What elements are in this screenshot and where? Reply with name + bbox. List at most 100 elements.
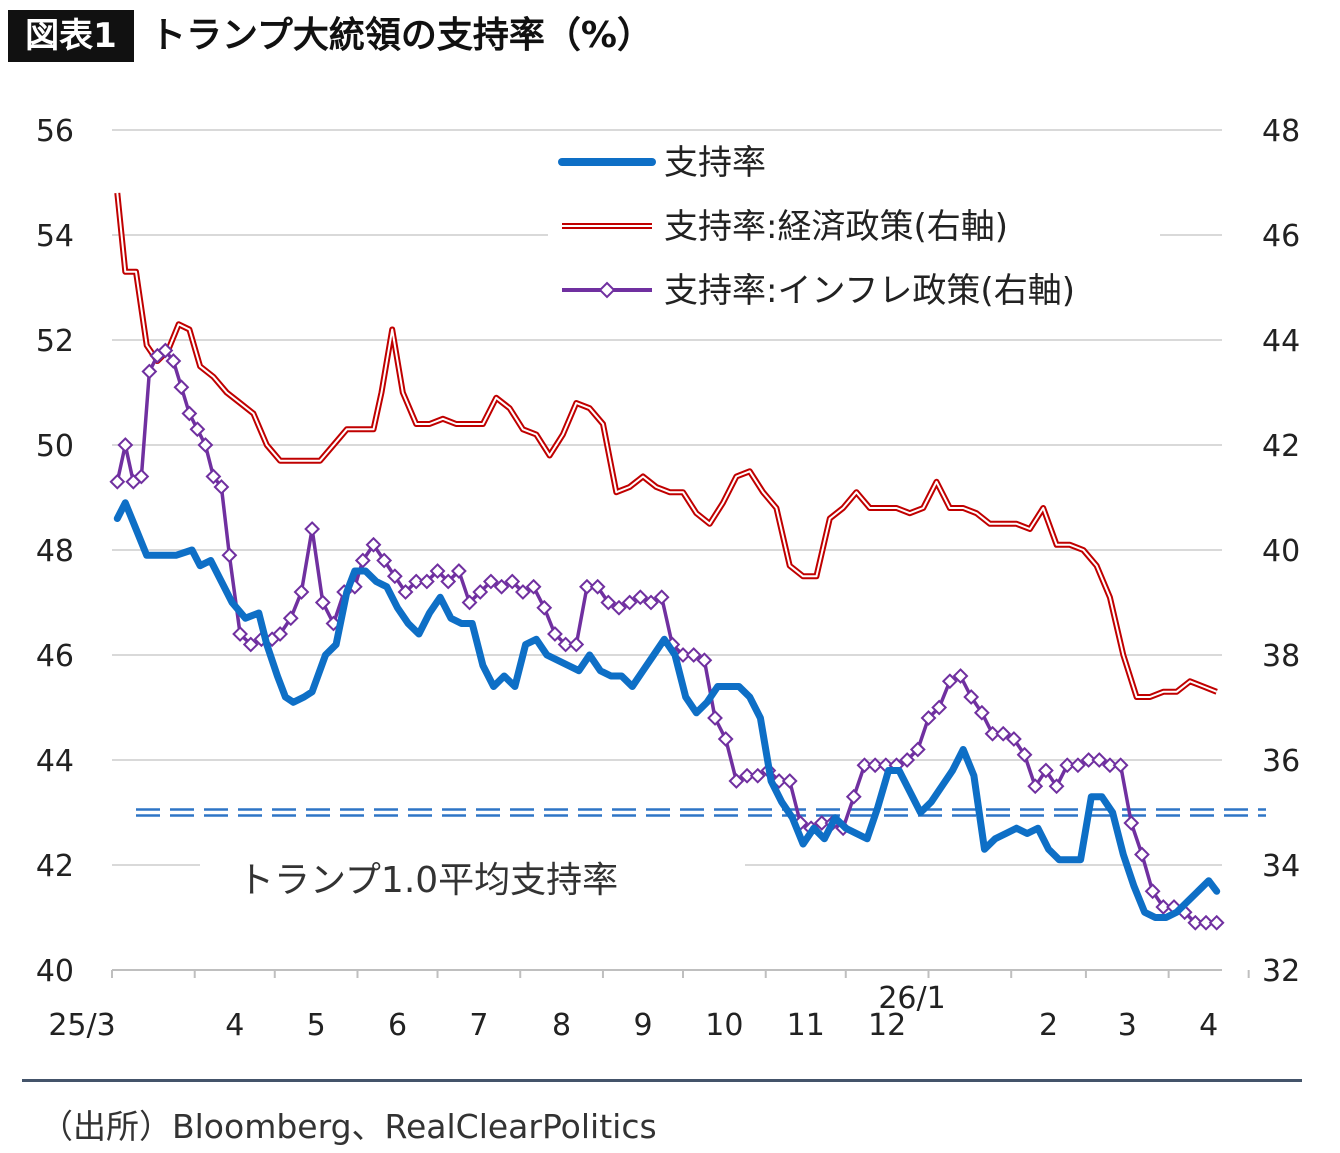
data-point-marker [963, 689, 980, 705]
y-left-tick-label: 42 [36, 849, 74, 884]
data-point-marker [1091, 752, 1108, 768]
data-point-marker [304, 521, 321, 537]
data-point-marker [728, 773, 745, 789]
data-point-marker [242, 636, 259, 653]
data-point-marker [1027, 778, 1044, 795]
data-point-marker [1155, 899, 1172, 915]
data-point-marker [1005, 731, 1022, 747]
data-point-marker [173, 379, 190, 396]
chart-title: トランプ大統領の支持率（%） [150, 15, 653, 56]
data-point-marker [133, 468, 150, 485]
data-point-marker [109, 473, 126, 490]
data-point-marker [418, 573, 435, 590]
y-left-tick-label: 50 [36, 429, 74, 464]
data-point-marker [272, 626, 289, 642]
legend-marker [598, 281, 616, 299]
data-point-marker [293, 584, 310, 600]
x-tick-label: 8 [552, 1008, 571, 1043]
data-point-marker [995, 725, 1012, 742]
data-point-marker [141, 363, 158, 380]
data-point-marker [493, 578, 510, 595]
y-axis-left: 40 42 44 46 48 50 52 54 56 [36, 114, 74, 989]
x-tick-label: 25/3 [48, 1008, 115, 1043]
x-tick-label: 4 [225, 1008, 244, 1043]
x-tick-label: 10 [705, 1008, 743, 1043]
x-tick-label: 5 [307, 1008, 326, 1043]
data-point-marker [205, 468, 222, 485]
data-point-marker [1198, 914, 1214, 931]
data-point-marker [189, 421, 206, 438]
data-point-marker [314, 594, 331, 611]
data-point-marker [1059, 757, 1076, 774]
data-point-marker [632, 589, 649, 606]
x-tick-label: 9 [633, 1008, 652, 1043]
data-point-marker [1208, 914, 1225, 931]
data-point-marker [408, 573, 425, 590]
source-note: （出所）Bloomberg、RealClearPolitics [40, 1107, 657, 1146]
data-point-marker [365, 536, 382, 553]
legend-label: 支持率:経済政策(右軸) [664, 207, 1008, 247]
y-left-tick-label: 40 [36, 954, 74, 989]
data-point-marker [181, 405, 198, 422]
y-right-tick-label: 44 [1262, 324, 1300, 359]
data-point-marker [514, 584, 531, 600]
data-point-marker [1144, 883, 1161, 900]
data-point-marker [397, 584, 414, 600]
x-tick-label: 12 [868, 1008, 906, 1043]
data-point-marker [525, 578, 542, 595]
annotation-background [200, 848, 745, 906]
data-point-marker [1123, 815, 1140, 831]
x-tick-label: 11 [787, 1008, 825, 1043]
data-point-marker [536, 599, 553, 616]
x-tick-label: 3 [1118, 1008, 1137, 1043]
data-point-marker [213, 479, 230, 495]
data-point-marker [952, 668, 969, 684]
y-axis-right: 32 34 36 38 40 42 44 46 48 [1262, 114, 1300, 989]
data-point-marker [653, 589, 670, 606]
data-point-marker [845, 788, 862, 805]
y-right-tick-label: 36 [1262, 744, 1300, 779]
footer-divider [22, 1079, 1302, 1082]
y-right-tick-label: 48 [1262, 114, 1300, 149]
data-point-marker [941, 673, 958, 690]
y-right-tick-label: 42 [1262, 429, 1300, 464]
y-right-tick-label: 32 [1262, 954, 1300, 989]
data-point-marker [909, 741, 926, 758]
data-point-marker [1102, 757, 1118, 774]
data-point-marker [557, 636, 574, 653]
data-point-marker [1187, 914, 1204, 931]
reference-line-label: トランプ1.0平均支持率 [238, 860, 618, 901]
x-tick-label: 2 [1039, 1008, 1058, 1043]
data-point-marker [589, 578, 606, 595]
data-point-marker [197, 437, 214, 453]
y-left-tick-label: 56 [36, 114, 74, 149]
data-point-marker [643, 594, 659, 611]
y-left-tick-label: 54 [36, 219, 74, 254]
data-point-marker [973, 704, 990, 721]
data-point-marker [1048, 778, 1065, 795]
data-point-marker [429, 563, 446, 579]
x-tick-label: 4 [1199, 1008, 1218, 1043]
data-point-marker [165, 353, 182, 369]
data-point-marker [461, 594, 478, 611]
data-point-marker [856, 757, 873, 774]
data-point-marker [621, 594, 638, 611]
y-left-tick-label: 52 [36, 324, 74, 359]
y-left-tick-label: 46 [36, 639, 74, 674]
data-point-marker [781, 773, 798, 789]
data-point-marker [157, 342, 174, 359]
data-point-marker [813, 815, 830, 831]
data-point-marker [696, 652, 713, 669]
x-tick-label: 7 [469, 1008, 488, 1043]
data-point-marker [386, 568, 403, 585]
data-point-marker [354, 552, 371, 569]
data-point-marker [282, 610, 299, 627]
series-line-2-inner [116, 192, 1218, 698]
data-point-marker [376, 552, 393, 569]
data-point-marker [568, 636, 585, 653]
data-point-marker [482, 573, 499, 590]
data-point-marker [579, 578, 595, 595]
